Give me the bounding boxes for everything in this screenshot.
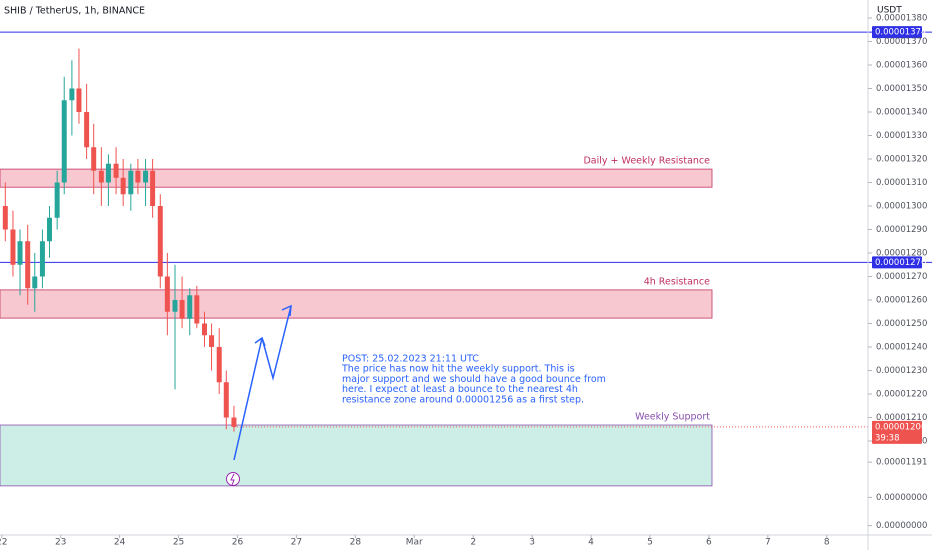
plot-area <box>0 31 932 487</box>
candle-body <box>39 241 45 277</box>
annotation-line: The price has now hit the weekly support… <box>341 364 575 375</box>
candle-body <box>150 170 156 207</box>
annotation-line: POST: 25.02.2023 21:11 UTC <box>342 354 479 365</box>
y-tick-label: 0.00001340 <box>876 108 927 118</box>
y-tick-label: 0.00001360 <box>876 61 927 71</box>
candle-body <box>172 300 178 312</box>
x-tick-label: Mar <box>406 538 423 548</box>
x-tick-label: 24 <box>114 538 126 548</box>
level-label: 0.00001276 <box>875 258 926 268</box>
candle-body <box>223 382 229 418</box>
candle-body <box>128 170 134 195</box>
y-tick-label: 0.00001240 <box>876 343 927 353</box>
lightning <box>230 473 235 486</box>
zone-label: Daily + Weekly Resistance <box>583 156 710 167</box>
y-tick-label: 0.00001210 <box>876 413 927 423</box>
candle-body <box>120 177 126 195</box>
y-tick-label: 0.00001380 <box>876 14 927 24</box>
level-tag <box>872 256 922 269</box>
y-tick-label: 0.00001260 <box>876 296 927 306</box>
candle-body <box>54 182 60 218</box>
candle-body <box>187 295 193 319</box>
candle-body <box>25 241 31 289</box>
zone <box>0 168 713 188</box>
annotation-line: here. I expect at least a bounce to the … <box>342 384 578 395</box>
chart-title: SHIB / TetherUS, 1h, BINANCE <box>4 6 145 17</box>
x-tick-label: 26 <box>232 538 244 548</box>
zone <box>0 424 713 487</box>
x-tick-label: 3 <box>529 538 535 548</box>
candle-body <box>135 170 141 183</box>
y-tick-label: 0.00001320 <box>876 155 927 165</box>
last-price-tag <box>872 420 922 444</box>
candle-body <box>17 241 23 265</box>
y-tick-label: 0.00001330 <box>876 131 927 141</box>
x-tick-label: 8 <box>824 538 830 548</box>
candle-body <box>61 100 67 183</box>
candle-body <box>10 229 16 265</box>
x-tick-label: 28 <box>350 538 362 548</box>
candle-body <box>105 163 111 183</box>
countdown: 39:38 <box>875 433 900 443</box>
y-tick-label: 0.00001290 <box>876 225 927 235</box>
zone-label: Weekly Support <box>635 412 710 423</box>
y-tick-label: 0.00001280 <box>876 249 927 259</box>
candle-body <box>32 276 38 289</box>
candle-body <box>157 206 163 277</box>
level-tag <box>872 26 922 39</box>
candle-body <box>113 163 119 178</box>
y-tick-label: 0.00001310 <box>876 178 927 188</box>
x-tick-label: 7 <box>765 538 771 548</box>
zone-label: 4h Resistance <box>644 276 710 287</box>
y-tick-label: 0.00001270 <box>876 272 927 282</box>
x-tick-label: 23 <box>55 538 66 548</box>
y-tick-label: 0.00001230 <box>876 366 927 376</box>
y-tick-label: 0.00001370 <box>876 37 927 47</box>
y-tick-label: 0.00001350 <box>876 84 927 94</box>
y-tick-label: 0.00001220 <box>876 390 927 400</box>
x-tick-label: 2 <box>470 538 476 548</box>
candle-body <box>46 217 52 242</box>
projection-arrow <box>233 305 292 461</box>
candle-body <box>69 88 75 101</box>
level-label: 0.00001374 <box>875 28 926 38</box>
y-tick-label: 0.00001191 <box>876 458 927 468</box>
x-tick-label: 27 <box>291 538 302 548</box>
candle-body <box>84 112 90 148</box>
y-tick-label: 0.00001300 <box>876 202 927 212</box>
last-price-label: 0.00001206 <box>875 422 926 432</box>
arrow-head <box>281 304 292 317</box>
candle-body <box>201 323 207 336</box>
x-tick-label: 5 <box>647 538 653 548</box>
y-tick-label: 0.00001250 <box>876 319 927 329</box>
zone <box>0 289 713 319</box>
x-tick-label: 4 <box>588 538 594 548</box>
candle-body <box>209 335 215 348</box>
candle-body <box>216 347 222 383</box>
annotation-line: resistance zone around 0.00001256 as a f… <box>342 394 584 405</box>
candle-body <box>91 147 97 171</box>
candle-body <box>231 417 237 427</box>
axis-unit: USDT <box>877 6 902 16</box>
candle-body <box>143 170 149 183</box>
x-tick-label: 25 <box>173 538 184 548</box>
arrow-head <box>254 336 266 347</box>
candle-body <box>76 88 82 113</box>
x-tick-label: 6 <box>706 538 712 548</box>
y-tick-label: 0.00000000 <box>876 493 927 503</box>
idea-icon[interactable] <box>226 472 240 486</box>
annotation-line: major support and we should have a good … <box>342 374 606 385</box>
candle-body <box>194 295 200 324</box>
y-tick-label: 0.00000000 <box>876 521 927 531</box>
candle-body <box>164 276 170 312</box>
x-tick-label: 22 <box>0 538 7 548</box>
candle-body <box>98 170 104 183</box>
candle-body <box>179 300 185 319</box>
candle-body <box>2 206 8 230</box>
